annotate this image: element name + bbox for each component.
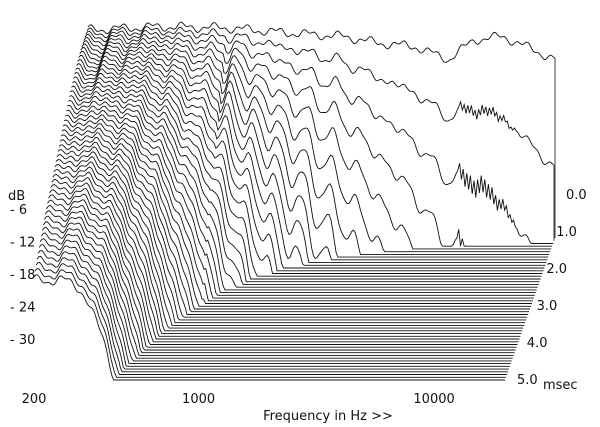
slice-line xyxy=(69,95,538,288)
slice-line xyxy=(70,90,539,285)
time-tick-label: 0.0 xyxy=(566,188,587,203)
slice-line xyxy=(61,127,531,307)
slice-line xyxy=(57,146,528,318)
slice-line xyxy=(40,232,512,362)
slice-line xyxy=(52,171,523,332)
slice-line xyxy=(53,166,524,329)
x-ticks: 200 1000 10000 xyxy=(22,392,455,407)
slice-line xyxy=(73,76,542,277)
slice-line xyxy=(58,141,529,315)
slice-line xyxy=(34,268,506,378)
y-axis: dB xyxy=(8,189,25,204)
y-tick-label: - 12 xyxy=(10,236,35,251)
slice-line xyxy=(54,161,525,326)
x-axis-title: Frequency in Hz >> xyxy=(263,409,393,424)
time-ticks: 0.0 1.0 2.0 3.0 4.0 5.0 xyxy=(517,188,587,388)
slice-line xyxy=(60,132,530,310)
time-tick-label: 3.0 xyxy=(537,299,558,314)
y-tick-label: - 24 xyxy=(10,301,35,316)
slice-line xyxy=(66,109,535,296)
slice-line xyxy=(56,151,527,321)
slice-line xyxy=(36,255,508,373)
slice-line xyxy=(64,114,534,299)
slice-line xyxy=(46,204,517,348)
y-tick-label: - 6 xyxy=(10,203,27,218)
slice-line xyxy=(87,21,556,63)
time-tick-label: 5.0 xyxy=(517,373,538,388)
slice-line xyxy=(45,210,516,351)
slice-line xyxy=(35,262,507,375)
slice-line xyxy=(44,215,515,354)
slices-group xyxy=(33,21,556,381)
x-tick-label: 200 xyxy=(22,392,47,407)
slice-line xyxy=(37,250,509,370)
x-tick-label: 10000 xyxy=(413,392,454,407)
slice-line xyxy=(76,63,545,269)
y-axis-title: dB xyxy=(8,189,25,204)
slice-line xyxy=(82,40,551,253)
slice-line xyxy=(59,136,529,313)
y-ticks: - 6 - 12 - 18 - 24 - 30 xyxy=(10,203,35,348)
slice-line xyxy=(62,123,532,304)
slice-line xyxy=(74,71,543,274)
slice-line xyxy=(85,29,554,244)
slice-line xyxy=(77,59,546,266)
slice-line xyxy=(83,36,552,250)
slice-line xyxy=(80,47,549,258)
slice-line xyxy=(38,243,510,367)
slice-line xyxy=(84,33,553,247)
time-tick-label: 1.0 xyxy=(556,225,577,240)
slice-fill xyxy=(60,137,529,312)
x-tick-label: 1000 xyxy=(182,392,215,407)
slice-line xyxy=(42,221,514,356)
time-axis-title: msec xyxy=(543,378,578,393)
slice-line xyxy=(47,199,518,345)
slice-line xyxy=(67,104,536,294)
slice-fill xyxy=(61,132,530,309)
slice-line xyxy=(78,54,547,264)
time-tick-label: 2.0 xyxy=(546,262,567,277)
slice-line xyxy=(33,274,505,381)
y-tick-label: - 30 xyxy=(10,333,35,348)
slice-line xyxy=(48,193,519,343)
y-tick-label: - 18 xyxy=(10,268,35,283)
slice-line xyxy=(50,182,521,337)
slice-fill xyxy=(34,274,505,380)
slice-line xyxy=(49,187,520,340)
slice-line xyxy=(71,85,540,283)
slice-line xyxy=(68,99,537,291)
slice-line xyxy=(51,177,522,335)
slice-line xyxy=(72,80,541,280)
slice-line xyxy=(75,67,544,272)
slice-line xyxy=(79,50,548,261)
slice-line xyxy=(86,26,555,166)
slice-line xyxy=(41,226,513,359)
slice-line xyxy=(55,156,526,324)
time-tick-label: 4.0 xyxy=(527,336,548,351)
slice-line xyxy=(63,118,533,302)
slice-line xyxy=(81,43,550,255)
slice-line xyxy=(39,238,511,365)
